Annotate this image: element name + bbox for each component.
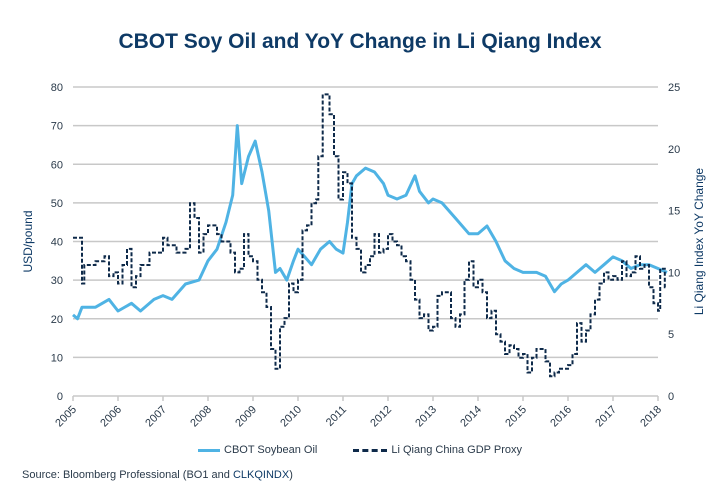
source-link[interactable]: CLKQINDX	[232, 469, 290, 481]
legend-swatch-soy	[198, 448, 220, 452]
y2-tick-label: 0	[668, 391, 674, 403]
y2-tick-label: 25	[668, 82, 680, 94]
y-tick-label: 70	[51, 121, 63, 133]
x-tick-label: 2014	[458, 404, 484, 430]
x-tick-label: 2010	[278, 404, 304, 430]
y2-tick-label: 5	[668, 329, 674, 341]
x-tick-label: 2017	[593, 404, 619, 430]
y-tick-label: 20	[51, 314, 63, 326]
source-note: Source: Bloomberg Professional (BO1 and …	[22, 469, 293, 481]
y-tick-label: 50	[51, 198, 63, 210]
y2-tick-label: 10	[668, 267, 680, 279]
x-tick-label: 2013	[413, 404, 439, 430]
y-tick-label: 80	[51, 82, 63, 94]
legend-item-liqiang: Li Qiang China GDP Proxy	[353, 444, 522, 456]
y2-tick-label: 15	[668, 206, 680, 218]
chart: 0 10 20 30 40 50 60 70 80 0 5 10 15 20 25 2005 2006 2007 2…	[21, 82, 706, 430]
legend-item-soy: CBOT Soybean Oil	[198, 444, 317, 456]
x-tick-label: 2011	[324, 404, 349, 429]
x-tick-label: 2008	[188, 404, 214, 430]
x-tick-label: 2007	[143, 404, 169, 430]
source-suffix: )	[289, 469, 293, 481]
legend: CBOT Soybean Oil Li Qiang China GDP Prox…	[0, 444, 720, 456]
y-tick-label: 10	[51, 352, 63, 364]
series-line-soybean-oil	[72, 124, 668, 321]
x-tick-label: 2015	[503, 404, 529, 430]
y2-axis-label: Li Qiang Index YoY Change	[692, 168, 706, 316]
legend-label-liqiang: Li Qiang China GDP Proxy	[391, 444, 522, 456]
legend-swatch-liqiang	[353, 448, 388, 452]
x-tick-label: 2009	[233, 404, 259, 430]
x-tick-label: 2012	[368, 404, 394, 430]
y2-tick-label: 20	[668, 144, 680, 156]
y-tick-label: 40	[51, 237, 63, 249]
legend-label-soy: CBOT Soybean Oil	[224, 444, 318, 456]
x-tick-label: 2016	[548, 404, 574, 430]
source-prefix: Source: Bloomberg Professional (BO1 and	[22, 469, 233, 481]
y-tick-label: 60	[51, 159, 63, 171]
x-tick-label: 2018	[638, 404, 664, 430]
chart-title: CBOT Soy Oil and YoY Change in Li Qiang …	[118, 30, 602, 53]
y-tick-label: 30	[51, 275, 63, 287]
series-line-li-qiang	[73, 93, 667, 378]
y-tick-label: 0	[57, 391, 63, 403]
y-axis-label: USD/pound	[21, 210, 35, 272]
x-tick-label: 2006	[98, 404, 124, 430]
x-tick-label: 2005	[53, 404, 79, 430]
